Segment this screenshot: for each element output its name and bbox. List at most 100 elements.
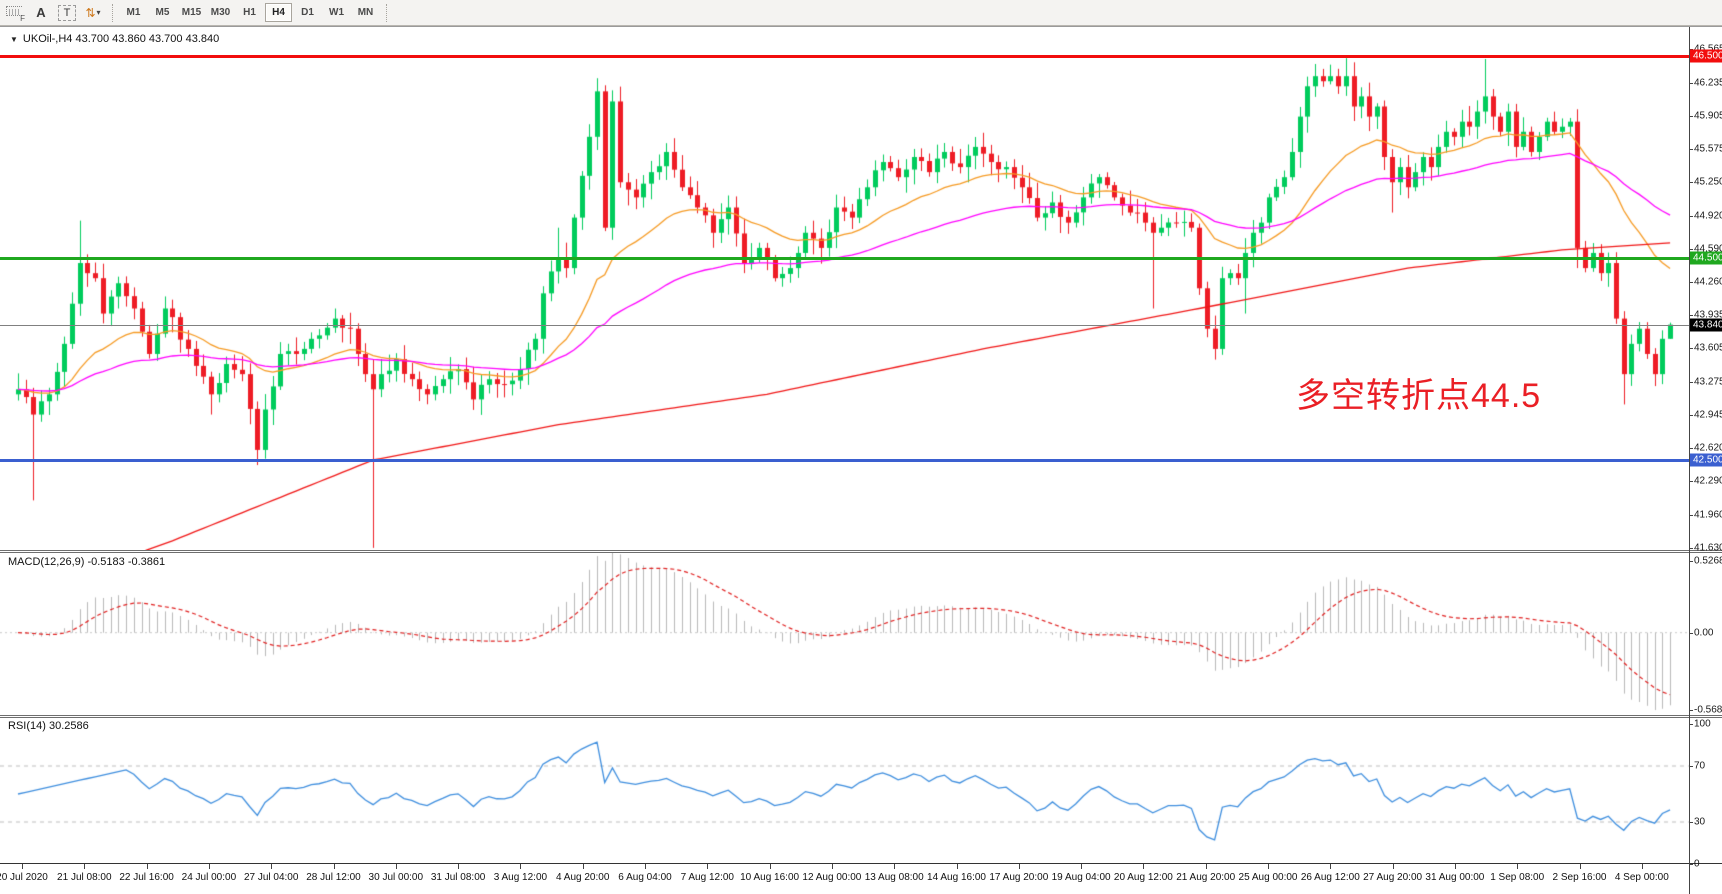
timeframe-button-mn[interactable]: MN (357, 7, 374, 18)
price-axis-label: 45.250 (1694, 176, 1722, 188)
time-label: 6 Aug 04:00 (618, 872, 672, 883)
time-label: 13 Aug 08:00 (864, 872, 924, 883)
axis-tag-pivot: 44.500 (1690, 251, 1722, 265)
symbol-ohlc-line[interactable]: ▼ UKOil-,H4 43.700 43.860 43.700 43.840 (10, 33, 219, 45)
macd-canvas[interactable] (0, 553, 1689, 715)
arrows-tool-button[interactable]: ⇅ ▾ (81, 3, 105, 23)
price-axis-label: 44.260 (1694, 276, 1722, 288)
time-label: 1 Sep 08:00 (1490, 872, 1545, 883)
price-axis-label: 43.275 (1694, 376, 1722, 388)
time-label: 25 Aug 00:00 (1238, 872, 1298, 883)
time-label: 2 Sep 16:00 (1552, 872, 1607, 883)
collapse-triangle-icon[interactable]: ▼ (10, 35, 18, 44)
time-label: 14 Aug 16:00 (927, 872, 986, 883)
text-label-button[interactable]: T (55, 3, 79, 23)
price-axis-label: 46.235 (1694, 77, 1722, 89)
rsi-title: RSI(14) 30.2586 (8, 720, 89, 732)
time-tick-mark (1393, 864, 1394, 869)
time-tick-mark (1642, 864, 1643, 869)
axis-tick-mark (1689, 448, 1693, 449)
pivot-line[interactable] (0, 257, 1689, 260)
resistance-line[interactable] (0, 55, 1689, 58)
axis-tick-mark (1689, 548, 1693, 549)
price-axis-rule (1689, 27, 1690, 894)
time-label: 21 Jul 08:00 (57, 872, 112, 883)
price-axis-label: 43.605 (1694, 342, 1722, 354)
axis-tick-mark (1689, 724, 1693, 725)
time-label: 4 Aug 20:00 (555, 872, 610, 883)
axis-tick-mark (1689, 83, 1693, 84)
time-tick-mark (271, 864, 272, 869)
timeframe-group: M1 M5 M15 M30 H1 H4 D1 W1 MN (119, 3, 380, 22)
timeframe-button-m30[interactable]: M30 (210, 7, 231, 18)
axis-tick-mark (1689, 149, 1693, 150)
timeframe-button-h4[interactable]: H4 (265, 3, 292, 22)
time-tick-mark (645, 864, 646, 869)
timeframe-button-d1[interactable]: D1 (301, 7, 314, 18)
price-canvas[interactable] (0, 28, 1689, 550)
pane-separator[interactable] (0, 715, 1722, 718)
time-axis[interactable]: 20 Jul 2020 21 Jul 08:00 22 Jul 16:00 24 Ju… (0, 863, 1722, 894)
timeframe-button-h1[interactable]: H1 (243, 7, 256, 18)
time-label: 21 Aug 20:00 (1176, 872, 1236, 883)
timeframe-button-m1[interactable]: M1 (126, 7, 141, 18)
time-tick-mark (1206, 864, 1207, 869)
price-axis-label: 46.565 (1694, 44, 1722, 55)
price-axis-label: 42.945 (1694, 409, 1722, 421)
axis-tick-mark (1689, 348, 1693, 349)
symbol-ohlc-text: UKOil-,H4 43.700 43.860 43.700 43.840 (22, 33, 220, 45)
time-label: 27 Aug 20:00 (1363, 872, 1423, 883)
price-axis-label: 41.960 (1694, 509, 1722, 521)
rsi-pane: RSI(14) 30.2586 (0, 717, 1722, 863)
price-axis-label: 43.935 (1694, 309, 1722, 321)
time-label: 22 Jul 16:00 (119, 872, 174, 883)
time-label: 4 Sep 00:00 (1614, 872, 1669, 883)
time-label: 3 Aug 12:00 (493, 872, 548, 883)
timeframe-button-w1[interactable]: W1 (329, 7, 344, 18)
price-axis-label: 41.630 (1694, 542, 1722, 554)
time-label: 20 Aug 12:00 (1113, 872, 1173, 883)
axis-tag-support: 42.500 (1690, 453, 1722, 467)
annotation-note[interactable]: 多空转折点44.5 (1296, 377, 1542, 415)
axis-tick-mark (1689, 822, 1693, 823)
macd-pane: MACD(12,26,9) -0.5183 -0.3861 (0, 553, 1722, 715)
pane-separator[interactable] (0, 550, 1722, 553)
time-label: 20 Jul 2020 (0, 872, 48, 883)
time-tick-mark (1517, 864, 1518, 869)
axis-tick-mark (1689, 710, 1693, 711)
support-line[interactable] (0, 459, 1689, 462)
timeframe-button-m5[interactable]: M5 (155, 7, 170, 18)
time-tick-mark (1081, 864, 1082, 869)
rsi-canvas[interactable] (0, 717, 1689, 863)
axis-tick-mark (1689, 116, 1693, 117)
chevron-down-icon: ▾ (96, 8, 101, 17)
time-label: 17 Aug 20:00 (989, 872, 1049, 883)
macd-axis-label: 0.00 (1694, 627, 1714, 639)
time-tick-mark (1143, 864, 1144, 869)
time-label: 24 Jul 00:00 (181, 872, 237, 883)
time-label: 12 Aug 00:00 (802, 872, 862, 883)
price-axis-label: 45.905 (1694, 110, 1722, 122)
time-tick-mark (583, 864, 584, 869)
macd-axis-label: 0.5268 (1694, 555, 1722, 567)
toolbar-grip-icon[interactable]: F (2, 3, 28, 23)
time-tick-mark (458, 864, 459, 869)
axis-tag-current-price: 43.840 (1690, 318, 1722, 332)
axis-tick-mark (1689, 561, 1693, 562)
axis-tick-mark (1689, 315, 1693, 316)
macd-title: MACD(12,26,9) -0.5183 -0.3861 (8, 556, 166, 568)
time-tick-mark (832, 864, 833, 869)
axis-tick-mark (1689, 415, 1693, 416)
main-chart-pane: ▼ UKOil-,H4 43.700 43.860 43.700 43.840 多… (0, 28, 1722, 550)
time-label: 31 Aug 00:00 (1425, 872, 1485, 883)
rsi-axis-label: 30 (1694, 816, 1706, 828)
time-tick-mark (707, 864, 708, 869)
price-axis-label: 44.590 (1694, 243, 1722, 255)
time-tick-mark (770, 864, 771, 869)
price-axis-label: 42.290 (1694, 475, 1722, 487)
time-tick-mark (1268, 864, 1269, 869)
text-annotation-button[interactable]: A (36, 5, 46, 20)
timeframe-button-m15[interactable]: M15 (181, 7, 202, 18)
time-label: 27 Jul 04:00 (243, 872, 299, 883)
